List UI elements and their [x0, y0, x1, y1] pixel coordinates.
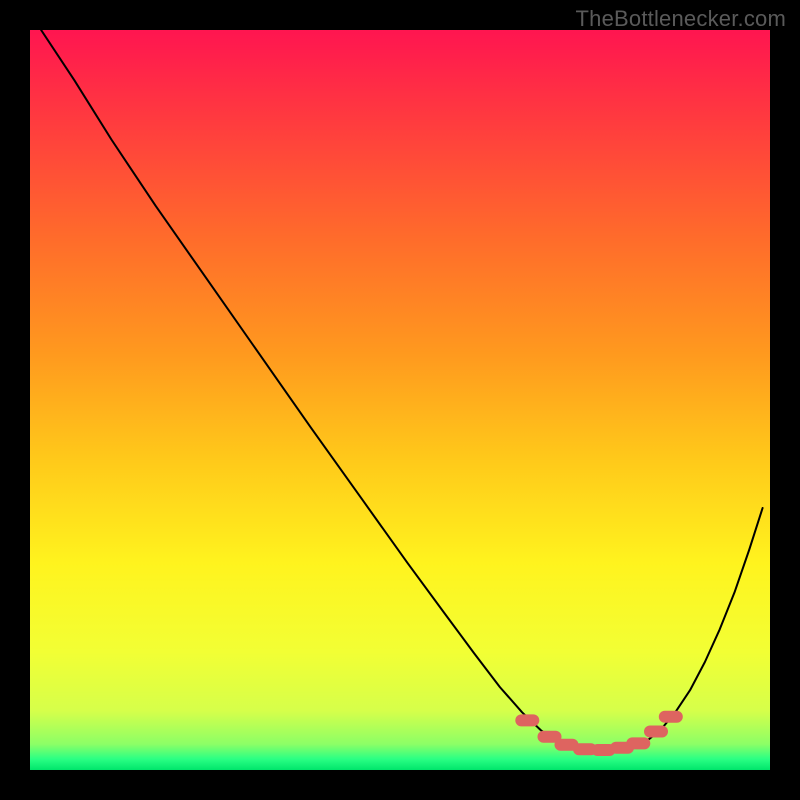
watermark-text: TheBottleneсker.com: [576, 6, 786, 32]
curve-marker: [659, 711, 683, 723]
chart-overlay: [30, 30, 770, 770]
curve-marker: [644, 726, 668, 738]
marker-group: [515, 711, 683, 756]
chart-frame: TheBottleneсker.com: [0, 0, 800, 800]
curve-marker: [626, 737, 650, 749]
bottleneck-curve: [41, 30, 763, 752]
curve-marker: [515, 714, 539, 726]
plot-area: [30, 30, 770, 770]
